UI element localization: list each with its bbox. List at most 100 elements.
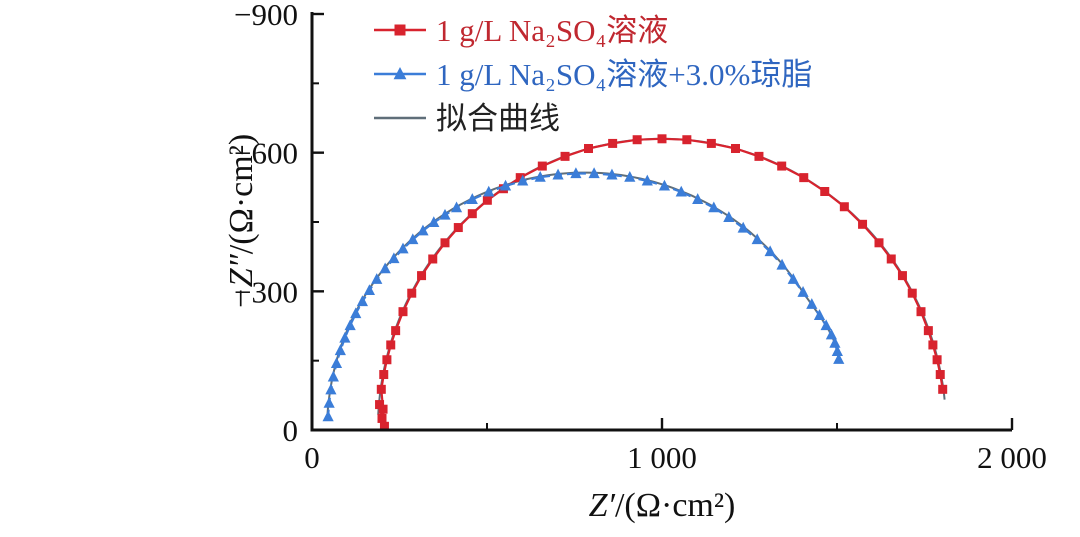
- series-line-0: [378, 137, 944, 427]
- x-tick-label: 1 000: [627, 440, 697, 475]
- triangle-marker: [570, 167, 582, 179]
- square-marker: [428, 254, 438, 264]
- triangle-marker: [737, 221, 749, 233]
- square-marker: [482, 195, 492, 205]
- triangle-marker: [323, 396, 335, 408]
- triangle-marker: [624, 170, 636, 182]
- square-marker: [932, 355, 942, 365]
- triangle-marker: [833, 353, 845, 364]
- square-marker: [886, 254, 896, 264]
- square-marker: [874, 238, 884, 248]
- legend-square-marker: [394, 24, 406, 36]
- triangle-marker: [499, 179, 512, 191]
- triangle-marker: [692, 193, 704, 204]
- y-tick-label: 0: [283, 413, 299, 448]
- square-marker: [515, 173, 525, 183]
- x-tick-label: 2 000: [977, 440, 1047, 475]
- triangle-marker: [379, 262, 391, 274]
- legend-label-2: 拟合曲线: [436, 101, 560, 136]
- triangle-marker: [708, 201, 720, 213]
- triangle-marker: [675, 185, 687, 197]
- triangle-marker: [776, 258, 788, 270]
- y-tick-label: −900: [234, 0, 298, 32]
- legend-label-1: 1 g/L Na₂SO₄溶液+3.0%琼脂: [436, 57, 812, 92]
- triangle-marker: [428, 216, 440, 228]
- square-marker: [417, 271, 427, 281]
- y-axis-label: −Z″/(Ω·cm²): [223, 134, 260, 310]
- triangle-marker: [466, 193, 478, 204]
- triangle-marker: [723, 211, 735, 222]
- y-tick-label: −600: [234, 136, 298, 171]
- triangle-marker: [371, 273, 383, 284]
- square-marker: [386, 340, 396, 350]
- triangle-marker: [806, 298, 818, 309]
- triangle-marker: [825, 328, 837, 340]
- square-marker: [938, 384, 948, 394]
- square-marker: [440, 238, 450, 248]
- square-marker: [706, 138, 716, 148]
- series-line-1: [327, 172, 840, 417]
- triangle-marker: [820, 319, 832, 331]
- square-marker: [858, 219, 868, 229]
- triangle-marker: [552, 168, 564, 180]
- square-marker: [907, 288, 917, 298]
- square-marker: [839, 202, 849, 212]
- square-marker: [537, 161, 547, 171]
- square-marker: [608, 138, 618, 148]
- fit-curve-1: [326, 171, 840, 422]
- fit-curve-0: [377, 137, 946, 415]
- square-marker: [375, 400, 385, 410]
- square-marker: [897, 271, 907, 281]
- y-tick-label: −300: [234, 274, 298, 309]
- triangle-marker: [517, 174, 529, 186]
- triangle-marker: [397, 242, 409, 254]
- square-marker: [378, 404, 388, 414]
- square-marker: [560, 151, 570, 161]
- triangle-marker: [764, 245, 776, 257]
- square-marker: [467, 209, 477, 219]
- square-marker: [584, 144, 593, 154]
- square-marker: [407, 288, 417, 298]
- triangle-marker: [483, 185, 495, 197]
- triangle-marker: [641, 174, 653, 186]
- square-marker: [731, 144, 740, 154]
- square-marker: [657, 134, 667, 144]
- triangle-marker: [350, 307, 362, 319]
- square-marker: [754, 151, 764, 161]
- square-marker: [398, 307, 408, 317]
- triangle-marker: [330, 357, 343, 369]
- triangle-marker: [831, 345, 843, 357]
- square-marker: [377, 413, 387, 423]
- triangle-marker: [439, 208, 451, 220]
- triangle-marker: [829, 336, 841, 348]
- triangle-marker: [534, 170, 546, 182]
- triangle-marker: [588, 167, 600, 179]
- triangle-marker: [334, 344, 346, 356]
- x-tick-label: 0: [304, 440, 320, 475]
- square-marker: [820, 186, 830, 196]
- square-marker: [799, 173, 809, 183]
- triangle-marker: [407, 233, 419, 245]
- triangle-marker: [322, 410, 334, 422]
- square-marker: [632, 135, 642, 145]
- triangle-marker: [797, 286, 809, 297]
- triangle-marker: [339, 331, 351, 343]
- legend-label-0: 1 g/L Na₂SO₄溶液: [436, 13, 668, 48]
- triangle-marker: [327, 370, 339, 382]
- triangle-marker: [325, 383, 337, 395]
- triangle-marker: [787, 273, 799, 284]
- square-marker: [379, 370, 389, 380]
- square-marker: [682, 135, 692, 145]
- square-marker: [923, 326, 933, 336]
- triangle-marker: [388, 252, 400, 264]
- square-marker: [777, 161, 787, 171]
- triangle-marker: [606, 168, 618, 180]
- triangle-marker: [417, 224, 429, 236]
- triangle-marker: [450, 201, 463, 213]
- triangle-marker: [356, 295, 368, 307]
- square-marker: [935, 370, 945, 380]
- square-marker: [379, 421, 389, 431]
- square-marker: [382, 355, 392, 365]
